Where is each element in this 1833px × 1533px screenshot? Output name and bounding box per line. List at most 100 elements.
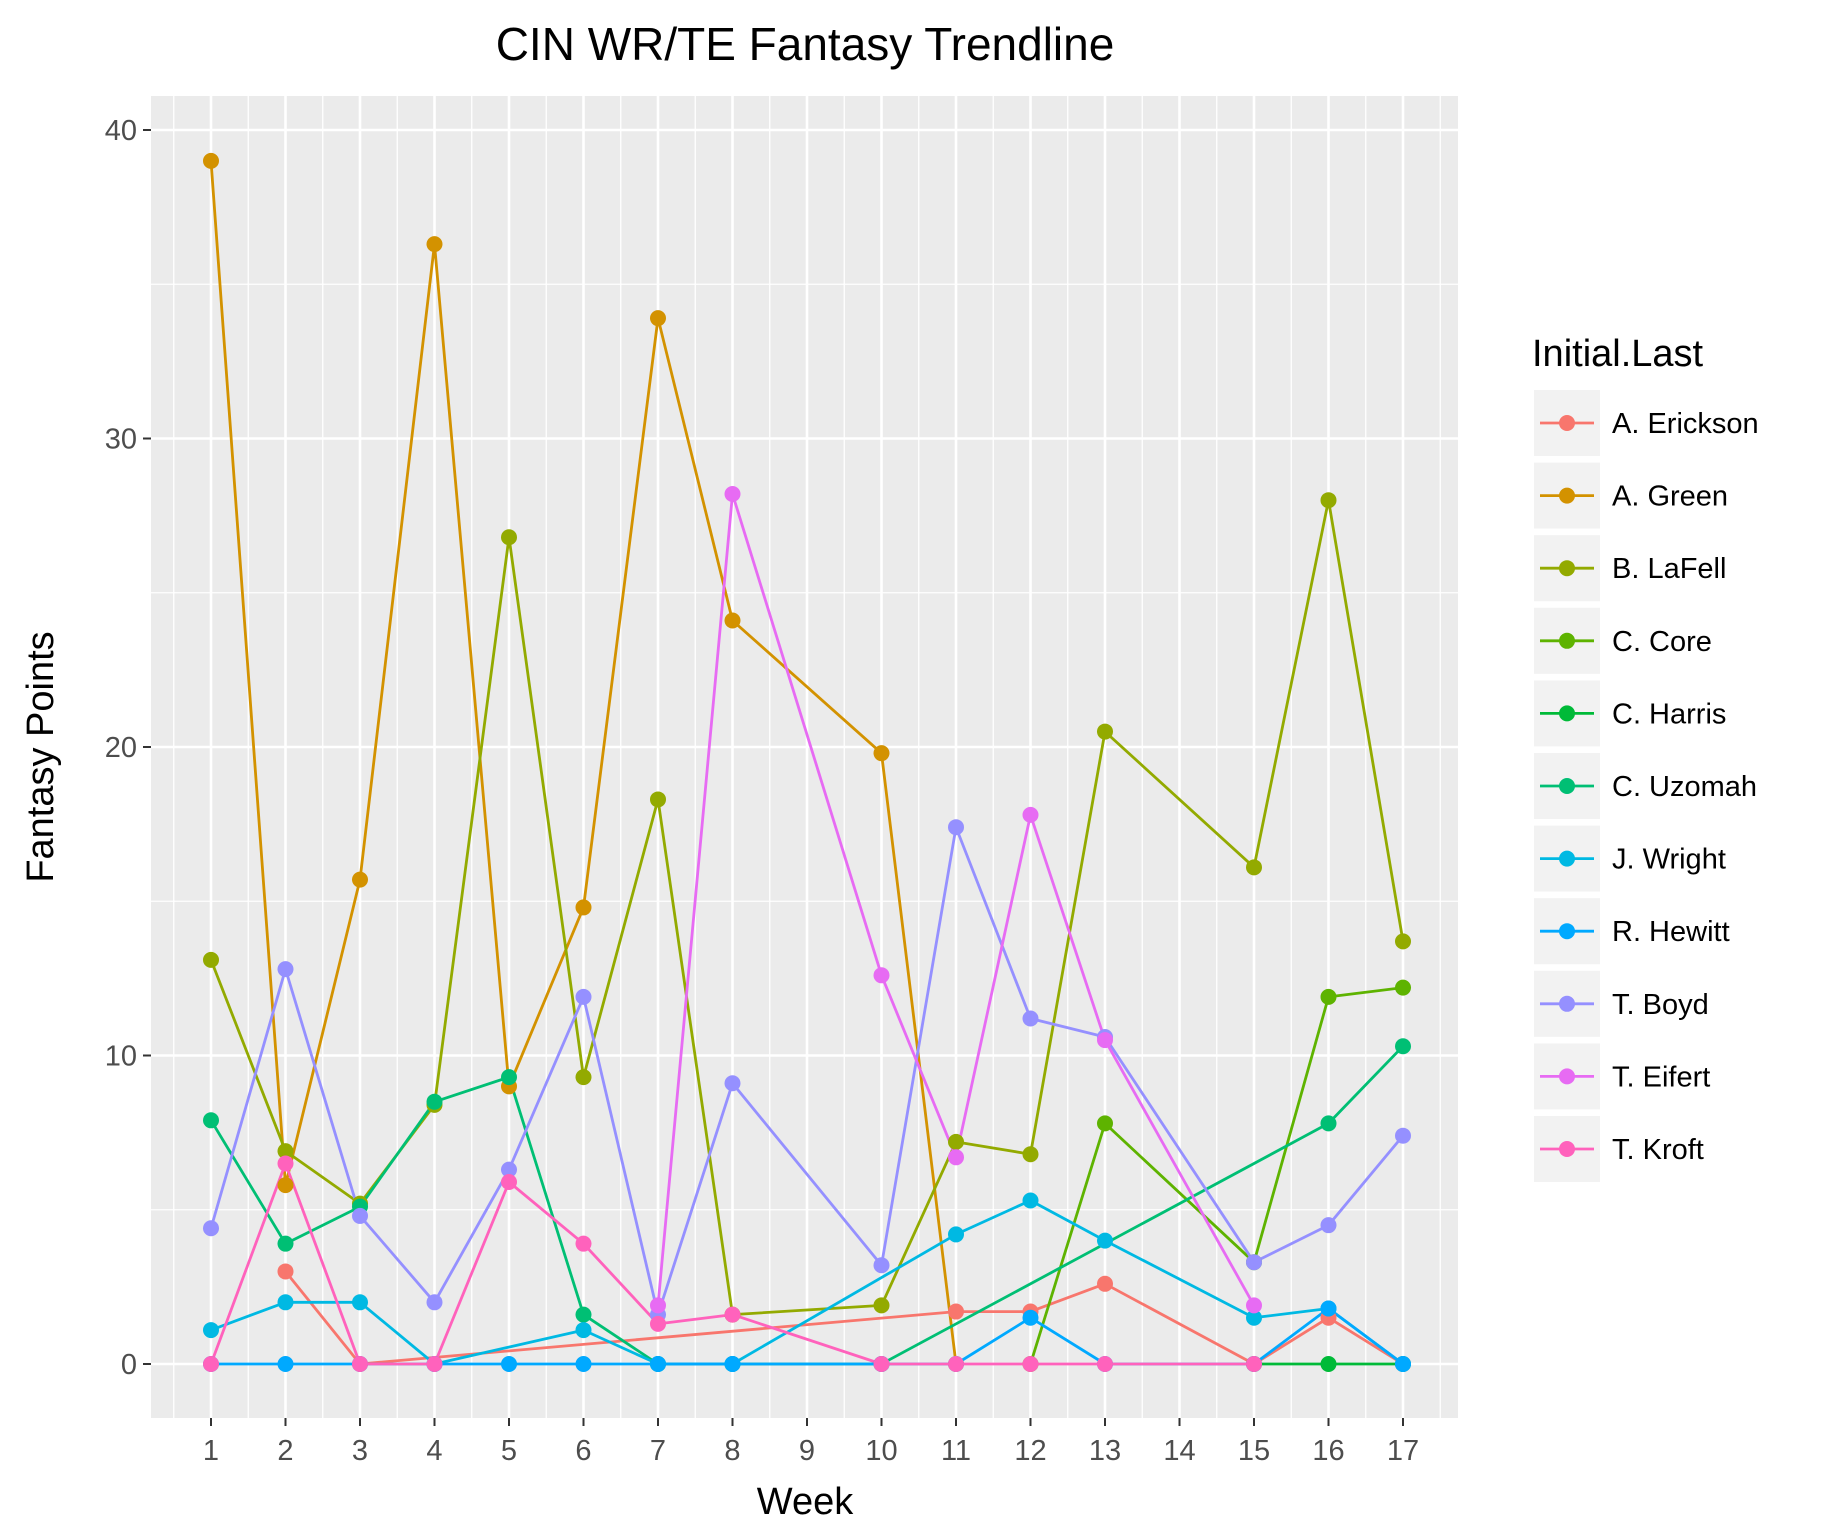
data-point-b-lafell <box>948 1133 964 1150</box>
data-point-b-lafell <box>1097 723 1113 740</box>
legend-label: B. LaFell <box>1612 553 1726 585</box>
data-point-j-wright <box>277 1294 294 1311</box>
data-point-t-kroft <box>203 1356 219 1372</box>
legend-item-a-erickson: A. Erickson <box>1534 390 1759 456</box>
data-point-j-wright <box>352 1294 368 1311</box>
data-point-c-uzomah <box>426 1093 443 1110</box>
y-axis-title: Fantasy Points <box>20 631 62 882</box>
series-points <box>203 152 1411 1372</box>
x-tick-label: 5 <box>501 1435 517 1467</box>
legend-item-r-hewitt: R. Hewitt <box>1534 898 1730 965</box>
legend-items: A. Erickson A. Green B. LaFell C. Core C. Ha… <box>1534 390 1759 1182</box>
chart-title: CIN WR/TE Fantasy Trendline <box>496 18 1115 70</box>
legend-label: T. Eifert <box>1612 1061 1710 1093</box>
data-point-r-hewitt <box>1395 1356 1411 1372</box>
data-point-t-boyd <box>352 1207 368 1224</box>
series-line-a-erickson <box>284 1270 1404 1366</box>
legend-label: R. Hewitt <box>1612 916 1730 948</box>
legend-item-b-lafell: B. LaFell <box>1534 535 1726 602</box>
data-point-t-eifert <box>1097 1032 1113 1049</box>
data-point-t-kroft <box>352 1356 368 1372</box>
legend-key-point <box>1559 560 1575 577</box>
data-point-j-wright <box>1097 1232 1113 1249</box>
legend: Initial.Last A. Erickson A. Green B. LaFel… <box>1532 333 1759 1182</box>
data-point-j-wright <box>1022 1192 1039 1209</box>
data-point-t-boyd <box>1246 1254 1262 1271</box>
x-tick-label: 8 <box>724 1435 740 1467</box>
data-point-a-green <box>724 612 741 629</box>
data-point-t-boyd <box>1022 1010 1039 1027</box>
data-point-t-kroft <box>948 1356 964 1372</box>
data-point-t-boyd <box>1395 1127 1411 1144</box>
data-point-c-uzomah <box>203 1112 219 1129</box>
data-point-b-lafell <box>1246 859 1262 876</box>
data-point-t-eifert <box>724 486 741 503</box>
legend-label: A. Erickson <box>1612 408 1759 440</box>
data-point-r-hewitt <box>650 1356 666 1372</box>
x-tick-label: 12 <box>1014 1435 1046 1467</box>
data-point-b-lafell <box>1022 1146 1039 1163</box>
legend-item-t-kroft: T. Kroft <box>1534 1116 1704 1182</box>
data-point-t-kroft <box>1246 1356 1262 1372</box>
x-axis-title: Week <box>757 1481 854 1523</box>
data-point-t-boyd <box>203 1220 219 1237</box>
x-tick-label: 1 <box>203 1435 219 1467</box>
legend-key-point <box>1559 487 1575 504</box>
x-tick-label: 4 <box>426 1435 442 1467</box>
legend-item-j-wright: J. Wright <box>1534 825 1726 892</box>
x-tick-label: 7 <box>650 1435 666 1467</box>
data-point-r-hewitt <box>724 1356 741 1372</box>
legend-label: T. Boyd <box>1612 989 1709 1021</box>
data-point-r-hewitt <box>277 1356 294 1372</box>
data-point-t-kroft <box>724 1306 741 1323</box>
y-tick-label: 20 <box>105 732 137 764</box>
data-point-r-hewitt <box>501 1356 517 1372</box>
legend-key-point <box>1559 415 1575 431</box>
data-point-a-erickson <box>277 1263 294 1280</box>
data-point-c-uzomah <box>575 1306 592 1323</box>
data-point-a-green <box>426 236 443 253</box>
data-point-t-eifert <box>650 1297 666 1314</box>
x-axis: 1 2 3 4 5 6 7 8 9 10 11 12 13 14 15 16 17 <box>203 1418 1419 1467</box>
legend-key-point <box>1559 1141 1575 1157</box>
data-point-j-wright <box>203 1322 219 1339</box>
data-point-t-kroft <box>426 1356 443 1372</box>
data-point-t-boyd <box>873 1257 890 1274</box>
data-point-t-eifert <box>1022 806 1039 823</box>
x-tick-label: 3 <box>352 1435 368 1467</box>
x-tick-label: 15 <box>1238 1435 1270 1467</box>
y-tick-label: 40 <box>105 115 137 147</box>
data-point-t-boyd <box>501 1161 517 1178</box>
data-point-a-erickson <box>948 1303 964 1320</box>
data-point-b-lafell <box>203 951 219 968</box>
x-tick-label: 16 <box>1312 1435 1344 1467</box>
legend-item-c-uzomah: C. Uzomah <box>1534 753 1757 819</box>
legend-key-point <box>1559 632 1575 649</box>
plot-panel <box>151 96 1458 1418</box>
legend-key-point <box>1559 995 1575 1012</box>
y-tick-label: 30 <box>105 424 137 456</box>
data-point-r-hewitt <box>1320 1300 1337 1317</box>
data-point-b-lafell <box>1395 933 1411 950</box>
legend-key-point <box>1559 1068 1575 1085</box>
data-point-a-green <box>352 871 368 888</box>
data-point-b-lafell <box>575 1069 592 1086</box>
data-point-c-core <box>1395 979 1411 996</box>
data-point-a-green <box>873 745 890 762</box>
data-point-t-eifert <box>948 1149 964 1166</box>
data-point-c-uzomah <box>277 1235 294 1252</box>
data-point-t-kroft <box>1097 1356 1113 1372</box>
data-point-t-eifert <box>873 967 890 984</box>
data-point-c-core <box>1097 1115 1113 1132</box>
y-axis: 0 10 20 30 40 <box>105 115 151 1381</box>
legend-label: T. Kroft <box>1612 1134 1704 1166</box>
data-point-a-green <box>575 899 592 916</box>
data-point-j-wright <box>1246 1309 1262 1326</box>
legend-label: J. Wright <box>1612 844 1726 876</box>
legend-label: A. Green <box>1612 481 1728 513</box>
x-tick-label: 13 <box>1089 1435 1121 1467</box>
data-point-t-kroft <box>575 1235 592 1252</box>
legend-item-c-core: C. Core <box>1534 607 1712 674</box>
data-point-a-green <box>650 310 666 327</box>
